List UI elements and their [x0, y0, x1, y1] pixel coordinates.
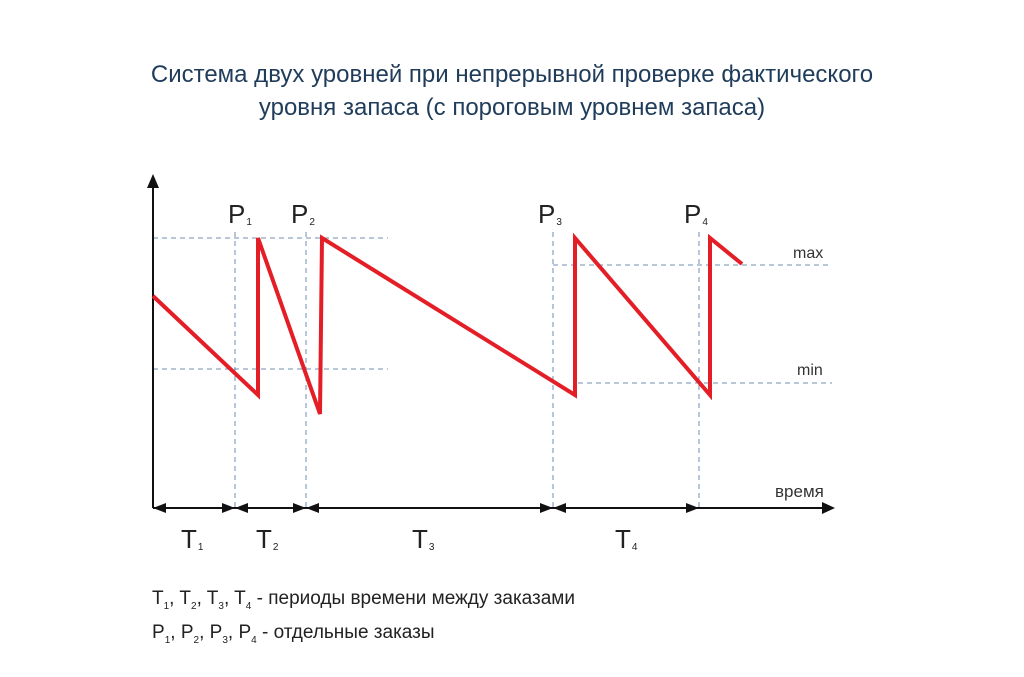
legend-t4: T4	[234, 588, 252, 612]
legend-periods-text: - периоды времени между заказами	[256, 588, 575, 609]
order-label-p1: P1	[228, 199, 252, 229]
title-line-1: Система двух уровней при непрерывной про…	[150, 61, 874, 88]
t4-right-arrow	[686, 503, 699, 513]
legend-p3: P3	[209, 622, 228, 646]
legend-orders: P1, P2, P3, P4 - отдельные заказы	[152, 622, 435, 646]
diagram-title: Система двух уровней при непрерывной про…	[0, 58, 1024, 124]
period-label-t1: T1	[181, 524, 204, 554]
min-label: min	[797, 362, 823, 379]
order-label-p2: P2	[291, 199, 315, 229]
legend-orders-text: - отдельные заказы	[261, 622, 435, 643]
order-label-p3: P3	[538, 199, 562, 229]
legend-p4: P4	[238, 622, 257, 646]
t2-left-arrow	[235, 503, 248, 513]
t1-right-arrow	[222, 503, 235, 513]
legend-t3: T3	[206, 588, 224, 612]
t1-left-arrow	[153, 503, 166, 513]
legend-p1: P1	[152, 622, 171, 646]
x-axis-arrow	[822, 502, 835, 514]
stock-level-line	[151, 232, 744, 415]
time-axis-label: время	[775, 482, 824, 501]
period-label-t3: T3	[412, 524, 435, 554]
legend-p2: P2	[180, 622, 200, 646]
t2-right-arrow	[293, 503, 306, 513]
title-line-2: уровня запаса (с пороговым уровнем запас…	[258, 94, 766, 121]
guide-lines	[153, 232, 832, 508]
axes	[147, 174, 835, 514]
order-label-p4: P4	[684, 199, 708, 229]
legend-t1: T1	[152, 588, 170, 612]
t3-right-arrow	[540, 503, 553, 513]
interval-markers	[153, 503, 699, 513]
legend-t2: T2	[179, 588, 197, 612]
legend-periods: T1, T2, T3, T4 - периоды времени между з…	[152, 588, 575, 612]
t3-left-arrow	[306, 503, 319, 513]
period-label-t2: T2	[256, 524, 279, 554]
t4-left-arrow	[553, 503, 566, 513]
y-axis-arrow	[147, 174, 159, 188]
period-label-t4: T4	[615, 524, 638, 554]
max-label: max	[793, 245, 823, 262]
